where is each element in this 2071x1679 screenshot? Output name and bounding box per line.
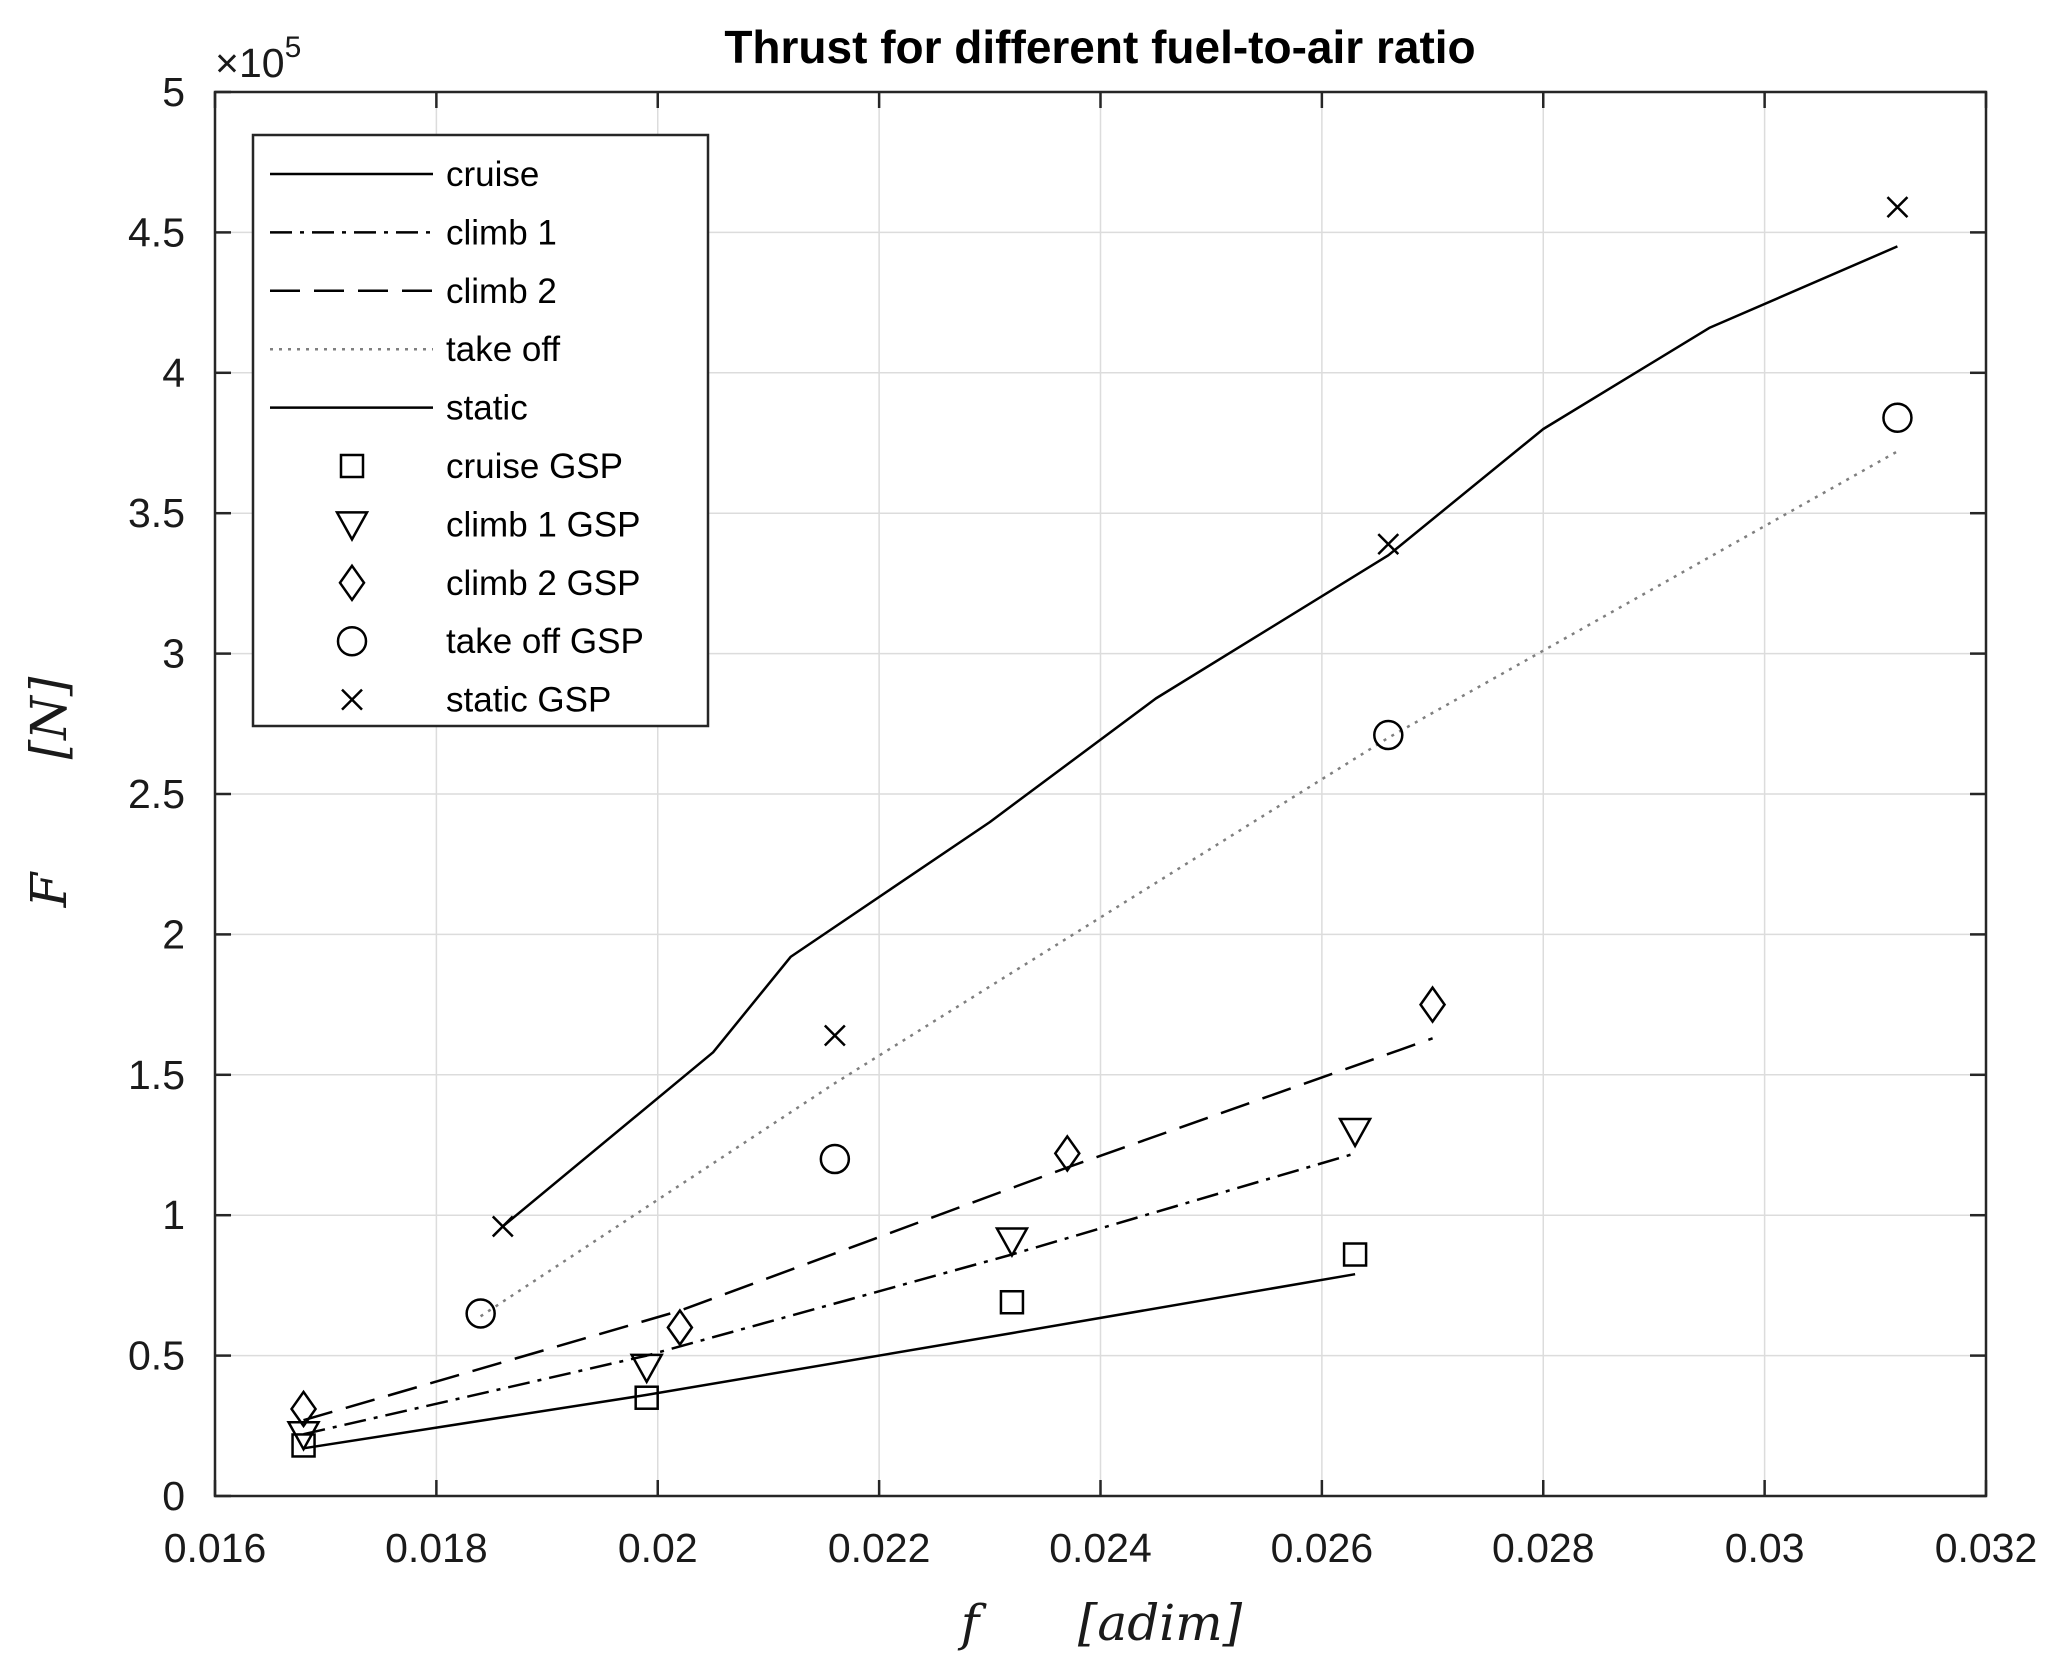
legend-label-climb-2: climb 2 [446, 272, 557, 311]
legend-symbol-climb-1-gsp [334, 511, 370, 542]
grid [214, 91, 1987, 1497]
y-axis-label: F [N] [20, 676, 78, 908]
series-markers [286, 196, 1913, 1458]
y-axis-symbol: F [20, 870, 78, 908]
y-tick-label: 2 [162, 911, 185, 957]
data-point-take-off-gsp [819, 1143, 851, 1175]
x-tick-label: 0.024 [1049, 1525, 1152, 1571]
legend-label-static: static [446, 389, 528, 428]
y-tick-label: 5 [162, 69, 185, 115]
data-point-take-off-gsp [465, 1298, 496, 1329]
y-exponent-base: ×10 [215, 40, 285, 86]
y-exponent-label: ×105 [215, 31, 301, 86]
data-point-climb-1-gsp [1337, 1117, 1373, 1149]
data-point-climb-1-gsp [286, 1420, 321, 1452]
series-line-static [502, 245, 1898, 1228]
chart-title: Thrust for different fuel-to-air ratio [724, 21, 1475, 73]
data-point-cruise-gsp [291, 1433, 316, 1458]
series-line-cruise [303, 1272, 1356, 1450]
series-line-take-off [479, 450, 1899, 1318]
data-point-climb-2-gsp [290, 1389, 318, 1429]
x-tick-label: 0.018 [385, 1525, 488, 1571]
x-tick-label: 0.022 [828, 1525, 931, 1571]
y-exponent-power: 5 [285, 31, 302, 64]
legend-symbol-climb-2-gsp [338, 563, 366, 602]
y-axis-ticks: 0 0.5 1 1.5 2 2.5 3 3.5 4 4.5 5 [128, 69, 1986, 1519]
x-tick-label: 0.02 [618, 1525, 698, 1571]
data-point-take-off-gsp [1882, 402, 1913, 433]
data-point-static-gsp [1377, 533, 1400, 555]
y-tick-label: 4 [162, 350, 185, 396]
legend: cruise climb 1 climb 2 take off static cruise… [251, 133, 710, 728]
data-point-cruise-gsp [999, 1289, 1025, 1315]
legend-box [251, 133, 710, 728]
x-axis-ticks: 0.016 0.018 0.02 0.022 0.024 0.026 0.028 0.03 0.… [164, 92, 2038, 1571]
data-point-take-off-gsp [1373, 719, 1404, 751]
legend-symbol-take-off-gsp [336, 625, 368, 657]
y-tick-label: 1 [162, 1192, 185, 1238]
data-point-static-gsp [1886, 196, 1909, 219]
series-line-climb-2 [303, 1037, 1434, 1422]
legend-label-take-off: take off [446, 330, 560, 369]
data-point-climb-2-gsp [1419, 985, 1447, 1024]
y-tick-label: 4.5 [128, 209, 185, 255]
data-point-static-gsp [491, 1215, 514, 1238]
x-tick-label: 0.026 [1271, 1525, 1374, 1571]
legend-label-cruise-gsp: cruise GSP [446, 447, 623, 486]
x-tick-label: 0.016 [164, 1525, 267, 1571]
series-line-climb-1 [303, 1152, 1356, 1436]
data-point-climb-2-gsp [1053, 1134, 1081, 1173]
x-axis-unit: [adim] [1078, 1594, 1243, 1652]
legend-label-climb-1: climb 1 [446, 213, 557, 252]
y-tick-label: 0 [162, 1473, 185, 1519]
series-lines [303, 245, 1899, 1450]
y-tick-label: 3 [162, 631, 185, 677]
x-tick-label: 0.028 [1492, 1525, 1595, 1571]
legend-symbol-cruise-gsp [339, 453, 365, 479]
data-point-climb-1-gsp [994, 1227, 1030, 1259]
y-tick-label: 3.5 [128, 490, 185, 536]
legend-label-climb-1-gsp: climb 1 GSP [446, 505, 641, 544]
data-point-cruise-gsp [1342, 1242, 1368, 1267]
x-tick-label: 0.032 [1935, 1525, 2038, 1571]
y-tick-label: 2.5 [128, 771, 185, 817]
x-tick-label: 0.03 [1725, 1525, 1805, 1571]
data-point-cruise-gsp [634, 1385, 659, 1410]
y-tick-label: 1.5 [128, 1052, 185, 1098]
legend-label-cruise: cruise [446, 155, 539, 194]
legend-label-climb-2-gsp: climb 2 GSP [446, 564, 641, 603]
y-axis-unit: [N] [20, 676, 78, 759]
y-tick-label: 0.5 [128, 1333, 185, 1379]
legend-symbol-static-gsp [341, 688, 363, 711]
data-point-static-gsp [823, 1024, 846, 1047]
data-point-climb-2-gsp [666, 1308, 694, 1347]
legend-label-static-gsp: static GSP [446, 681, 611, 720]
legend-label-take-off-gsp: take off GSP [446, 622, 644, 661]
data-point-climb-1-gsp [629, 1353, 664, 1385]
